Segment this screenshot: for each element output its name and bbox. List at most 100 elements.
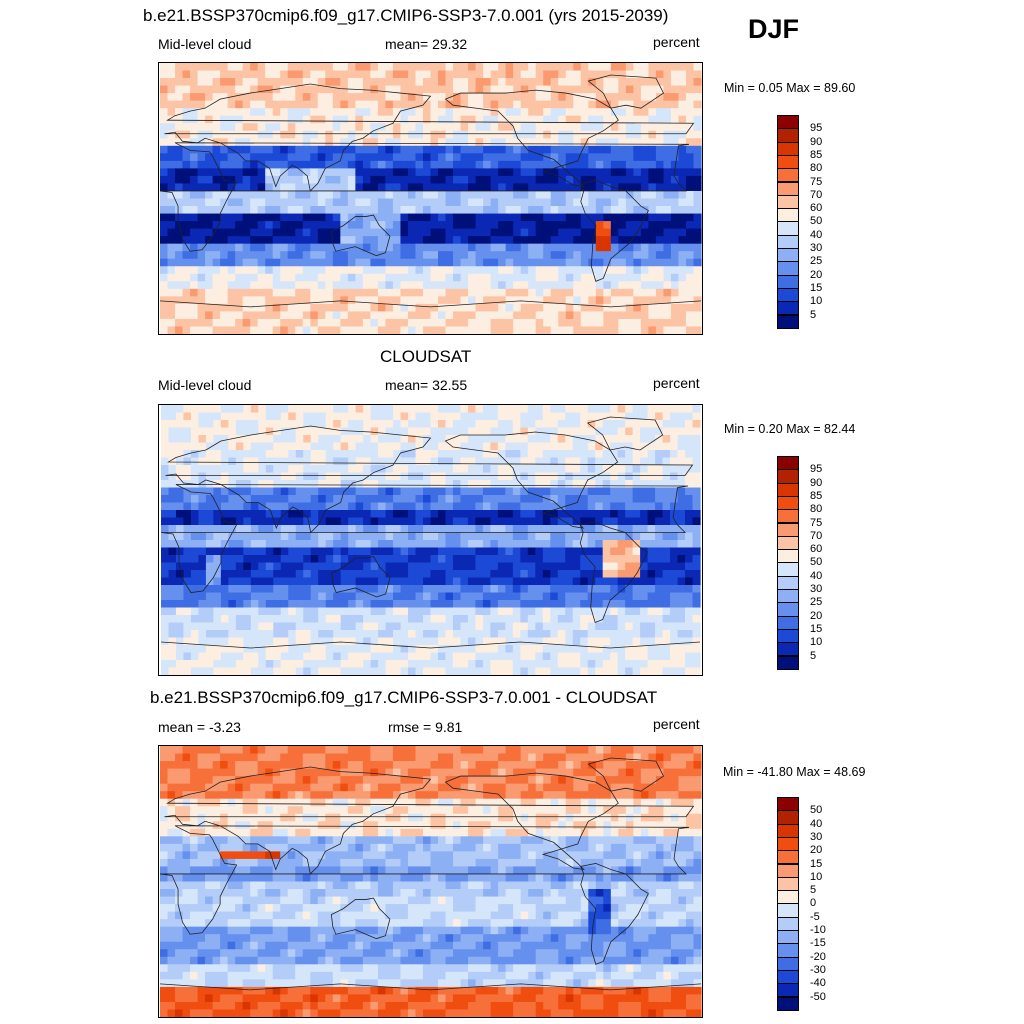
field-cell [347,130,356,139]
field-cell [362,326,371,334]
field-cell [490,457,499,466]
field-cell [535,465,544,474]
field-cell [235,517,244,526]
field-cell [408,645,417,654]
field-cell [257,183,266,192]
field-cell [452,645,462,654]
field-cell [370,420,379,429]
field-cell [692,637,701,646]
field-cell [663,251,672,260]
field-cell [677,569,686,579]
field-cell [670,318,680,328]
field-cell [422,123,432,132]
field-cell [467,600,477,609]
field-cell [573,160,582,169]
field-cell [497,502,506,511]
field-cell [573,78,582,87]
field-cell [468,281,477,290]
field-cell [190,517,200,526]
field-cell [505,420,514,429]
field-cell [235,100,244,109]
field-cell [415,450,424,459]
field-cell [550,427,559,436]
field-cell [257,190,266,200]
field-cell [595,190,604,200]
field-cell [617,412,626,421]
field-cell [377,221,387,230]
field-cell [310,296,319,305]
field-cell [520,427,529,436]
field-cell [565,266,574,275]
field-cell [332,100,341,109]
field-cell [430,434,439,444]
field-cell [647,622,656,631]
field-cell [280,175,289,185]
field-cell [527,420,536,429]
field-cell [513,145,522,154]
field-cell [430,577,439,586]
field-cell [407,206,417,215]
field-cell [445,198,454,207]
field-cell [617,622,626,631]
field-cell [490,108,499,117]
field-cell [603,153,612,162]
field-cell [392,123,402,132]
field-cell [610,296,619,305]
field-cell [228,622,237,631]
continent-outline [587,74,664,109]
field-cell [257,175,266,185]
field-cell [392,221,402,230]
field-cell [168,637,177,646]
field-cell [633,168,642,177]
field-cell [288,427,297,436]
field-cell [235,465,244,474]
field-cell [640,457,649,466]
field-cell [513,266,522,275]
field-cell [243,637,252,646]
field-cell [273,517,282,526]
field-cell [175,115,184,124]
field-cell [505,547,514,556]
field-cell [370,206,379,215]
field-cell [670,168,680,177]
field-cell [257,168,266,177]
field-cell [467,592,477,601]
field-cell [655,130,665,139]
field-cell [385,70,394,79]
field-cell [640,115,649,124]
field-cell [648,258,657,267]
field-cell [618,281,627,290]
field-cell [347,236,356,245]
field-cell [243,630,252,639]
field-cell [565,479,574,489]
field-cell [287,115,296,124]
field-cell [198,487,207,496]
field-cell [243,472,252,481]
field-cell [272,93,281,102]
field-cell [497,457,506,466]
field-cell [250,592,259,601]
field-cell [490,412,499,421]
field-cell [190,145,199,154]
field-cell [302,85,311,94]
field-cell [625,266,634,275]
field-cell [678,273,687,282]
field-cell [490,555,499,564]
field-cell [512,585,521,594]
field-cell [662,457,671,466]
field-cell [370,318,379,328]
field-cell [535,130,544,139]
field-cell [475,450,484,459]
field-cell [310,450,319,459]
field-cell [580,318,589,328]
field-cell [490,168,499,177]
field-cell [603,296,612,305]
field-cell [378,555,387,564]
field-cell [490,198,499,207]
field-cell [512,465,521,474]
field-cell [363,420,372,429]
field-cell [497,487,506,496]
field-cell [445,183,454,192]
field-cell [310,100,319,109]
field-cell [565,600,574,609]
